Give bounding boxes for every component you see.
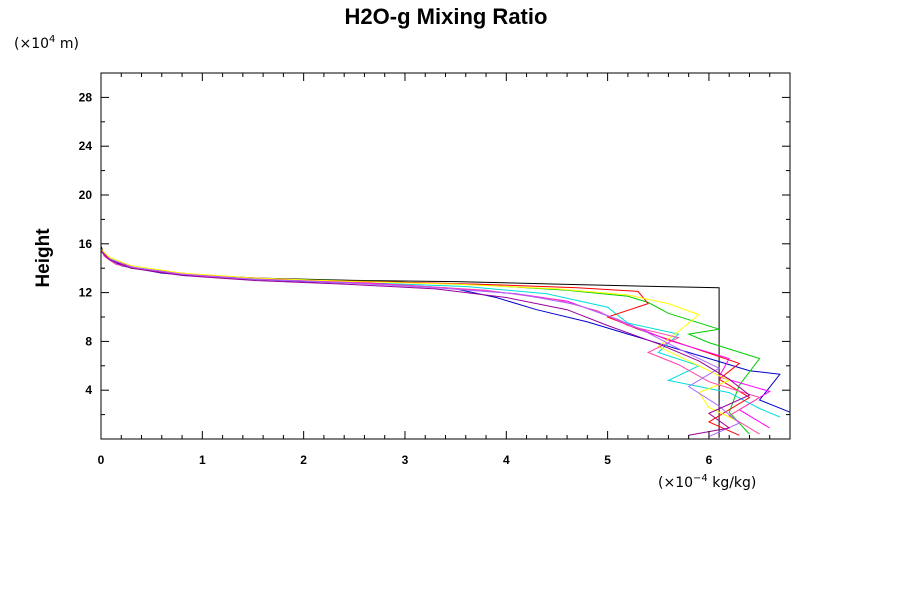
x-unit-suffix: kg/kg) bbox=[708, 475, 757, 491]
y-tick-label: 20 bbox=[79, 188, 93, 202]
series-line-9 bbox=[100, 73, 741, 438]
series-line-7 bbox=[100, 73, 740, 423]
y-tick-label: 28 bbox=[79, 90, 93, 104]
y-tick-label: 8 bbox=[85, 334, 92, 348]
y-tick-label: 4 bbox=[85, 383, 92, 397]
x-tick-label: 1 bbox=[199, 453, 206, 467]
x-tick-label: 3 bbox=[402, 453, 409, 467]
y-unit-prefix: (×10 bbox=[14, 36, 49, 52]
x-tick-label: 5 bbox=[604, 453, 611, 467]
y-tick-label: 24 bbox=[79, 139, 93, 153]
y-unit-exponent: 4 bbox=[49, 34, 55, 45]
x-tick-label: 0 bbox=[98, 453, 105, 467]
series-line-6 bbox=[100, 73, 771, 429]
series-line-1 bbox=[100, 73, 720, 438]
series-line-10 bbox=[100, 73, 751, 436]
plot-frame bbox=[100, 72, 791, 440]
series-line-3 bbox=[100, 73, 761, 435]
series-line-4 bbox=[100, 73, 781, 418]
series-line-5 bbox=[100, 73, 751, 436]
x-unit-exponent: −4 bbox=[693, 473, 708, 484]
x-tick-label: 2 bbox=[300, 453, 307, 467]
x-axis-unit: (×10−4 kg/kg) bbox=[658, 473, 756, 491]
y-tick-label: 16 bbox=[79, 237, 93, 251]
x-unit-prefix: (×10 bbox=[658, 475, 693, 491]
chart-title: H2O-g Mixing Ratio bbox=[345, 4, 548, 29]
series-line-8 bbox=[100, 73, 761, 435]
x-tick-label: 4 bbox=[503, 453, 510, 467]
y-axis-unit: (×104 m) bbox=[14, 34, 79, 52]
x-tick-label: 6 bbox=[706, 453, 713, 467]
y-axis-label: Height bbox=[33, 228, 54, 288]
y-tick-label: 12 bbox=[79, 286, 93, 300]
series-group bbox=[100, 73, 791, 438]
y-unit-suffix: m) bbox=[55, 36, 79, 52]
